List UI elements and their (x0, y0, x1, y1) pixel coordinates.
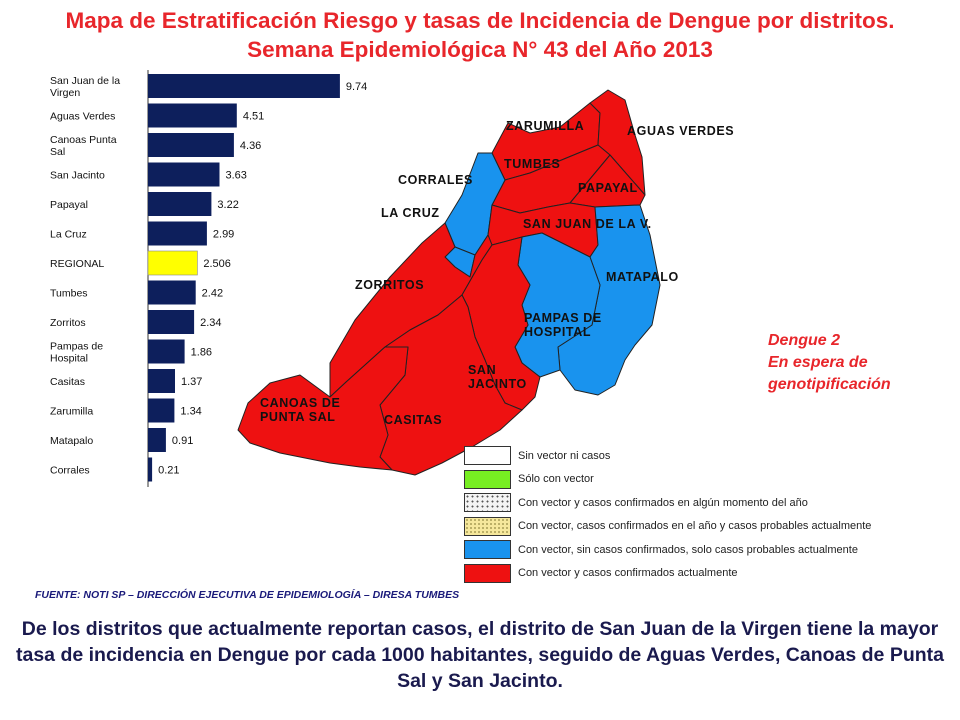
bar-chart: 9.74 San Juan de la Virgen 4.51 Aguas Verdes… (50, 70, 367, 487)
dengue-note: Dengue 2 En espera de genotipificación (768, 330, 891, 396)
bar (148, 428, 166, 452)
category-label: REGIONAL (50, 258, 104, 270)
legend-item: Con vector, casos confirmados en el año … (464, 515, 944, 539)
dengue-note-line-2: En espera de (768, 354, 868, 371)
legend-item: Con vector, sin casos confirmados, solo … (464, 538, 944, 562)
district-canoas (237, 346, 409, 471)
category-label: Zarumilla (50, 406, 93, 418)
map-label-la-cruz: LA CRUZ (381, 206, 440, 220)
map-label-tumbes: TUMBES (504, 157, 561, 171)
bar-value-label: 1.37 (181, 376, 202, 388)
bar-value-label: 4.51 (243, 111, 264, 123)
category-label: La Cruz (50, 229, 87, 241)
map-label-pampas: PAMPAS DE HOSPITAL (524, 311, 602, 339)
source-note: FUENTE: NOTI SP – DIRECCIÓN EJECUTIVA DE… (35, 589, 460, 601)
map-label-casitas: CASITAS (384, 413, 443, 427)
bar-value-label: 9.74 (346, 81, 367, 93)
bar-value-label: 0.91 (172, 435, 193, 447)
map-label-papayal: PAPAYAL (578, 181, 638, 195)
category-label: San Juan de la Virgen (50, 75, 120, 99)
map-label-matapalo: MATAPALO (606, 270, 679, 284)
map-label-canoas: CANOAS DE PUNTA SAL (260, 396, 341, 424)
bar-value-label: 3.63 (226, 170, 247, 182)
category-label: Zorritos (50, 317, 86, 329)
bar (148, 74, 340, 98)
dengue-note-line-1: Dengue 2 (768, 332, 841, 349)
dengue-note-line-3: genotipificación (768, 376, 891, 393)
map-label-zorritos: ZORRITOS (355, 278, 425, 292)
bar (148, 280, 196, 305)
bar (147, 250, 198, 276)
legend-item: Con vector y casos confirmados actualmen… (464, 562, 944, 586)
category-label: Canoas Punta Sal (50, 134, 117, 158)
legend-swatch-dotted (464, 493, 511, 513)
map-label-zarumilla: ZARUMILLA (506, 119, 585, 133)
bar-value-label: 3.22 (217, 199, 238, 211)
legend-item: Sin vector ni casos (464, 444, 944, 468)
legend-item: Con vector y casos confirmados en algún … (464, 491, 944, 515)
bar (148, 192, 212, 216)
map-label-corrales: CORRALES (398, 173, 473, 187)
map-legend: Sin vector ni casos Sólo con vector Con … (464, 444, 944, 585)
legend-text: Con vector, sin casos confirmados, solo … (518, 543, 858, 556)
legend-text: Con vector, casos confirmados en el año … (518, 520, 872, 533)
legend-swatch-red (464, 563, 511, 583)
bar-value-label: 2.99 (213, 229, 234, 241)
bar (148, 339, 185, 364)
map-label-aguas-verdes: AGUAS VERDES (627, 124, 735, 138)
legend-text: Sin vector ni casos (518, 449, 611, 462)
category-label: San Jacinto (50, 170, 105, 182)
category-label: Casitas (50, 376, 85, 388)
category-label: Matapalo (50, 435, 93, 447)
district-map (237, 89, 661, 476)
summary-caption: De los distritos que actualmente reporta… (16, 618, 944, 692)
category-label: Aguas Verdes (50, 111, 115, 123)
bar-value-label: 4.36 (240, 140, 261, 152)
bar (148, 162, 220, 187)
legend-item: Sólo con vector (464, 468, 944, 492)
bar (148, 398, 175, 423)
bar-value-label: 1.86 (191, 347, 212, 359)
page-title: Mapa de Estratificación Riesgo y tasas d… (65, 8, 895, 62)
bar-value-label: 2.34 (200, 317, 221, 329)
legend-swatch-white (464, 446, 511, 466)
bar (148, 310, 195, 334)
bar-value-label: 2.42 (202, 288, 223, 300)
map-label-san-juan: SAN JUAN DE LA V. (523, 217, 652, 231)
category-label: Corrales (50, 465, 90, 477)
legend-text: Sólo con vector (518, 473, 594, 486)
bar (148, 457, 153, 482)
map-label-san-jacinto: SAN JACINTO (468, 363, 527, 391)
category-label: Papayal (50, 199, 88, 211)
legend-swatch-yellow (464, 516, 511, 536)
bar (148, 369, 175, 393)
legend-text: Con vector y casos confirmados actualmen… (518, 567, 738, 580)
bar-value-label: 2.506 (203, 258, 231, 270)
bar-value-label: 1.34 (180, 406, 201, 418)
legend-swatch-blue (464, 540, 511, 560)
bar (148, 133, 234, 157)
legend-text: Con vector y casos confirmados en algún … (518, 496, 808, 509)
bar (148, 103, 237, 128)
category-label: Tumbes (50, 288, 88, 300)
legend-swatch-green (464, 469, 511, 489)
bar-value-label: 0.21 (158, 465, 179, 477)
category-label: Pampas de Hospital (50, 341, 103, 365)
bar (148, 221, 207, 246)
district-aguas-verdes (589, 89, 646, 196)
